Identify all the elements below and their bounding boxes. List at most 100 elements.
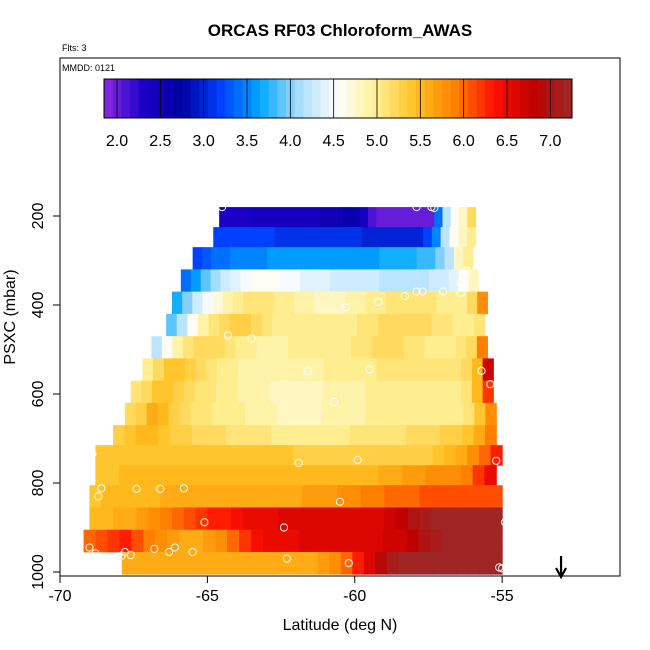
- heatmap-cell: [365, 358, 377, 382]
- heatmap-cell: [454, 507, 468, 531]
- arrow-marker: [555, 556, 568, 580]
- heatmap-cell: [375, 551, 388, 575]
- heatmap-cell: [335, 313, 348, 337]
- heatmap-cell: [384, 507, 397, 531]
- sample-point: [456, 288, 465, 298]
- heatmap-cell: [274, 529, 288, 553]
- heatmap-cell: [419, 507, 432, 531]
- heatmap-cell: [257, 247, 268, 270]
- heatmap-cell: [220, 269, 232, 293]
- heatmap-cell: [242, 507, 256, 531]
- heatmap-cell: [416, 247, 427, 270]
- heatmap-cell: [369, 269, 380, 293]
- colorbar-swatch: [138, 79, 148, 118]
- heatmap-cell: [239, 247, 250, 270]
- heatmap-cell: [360, 507, 374, 531]
- heatmap-cell: [285, 247, 296, 270]
- heatmap-cell: [230, 227, 241, 248]
- heatmap-cell: [266, 507, 279, 531]
- heatmap-cell: [430, 529, 443, 553]
- y-tick-label: 600: [30, 381, 47, 408]
- heatmap-cell: [193, 336, 205, 359]
- heatmap-cell: [430, 402, 443, 426]
- sample-point: [462, 266, 471, 275]
- heatmap-cell: [467, 207, 477, 228]
- heatmap-cell: [207, 507, 220, 531]
- heatmap-cell: [365, 402, 377, 426]
- heatmap-cell: [418, 529, 431, 553]
- heatmap-cell: [141, 380, 153, 404]
- heatmap-cell: [142, 465, 155, 486]
- sample-point: [165, 547, 174, 557]
- heatmap-cell: [450, 207, 460, 228]
- heatmap-cell: [331, 465, 344, 486]
- heatmap-cell: [83, 529, 97, 553]
- heatmap-cell: [490, 507, 503, 531]
- heatmap-cell: [450, 358, 462, 382]
- heatmap-cell: [185, 358, 197, 382]
- heatmap-cell: [179, 402, 191, 426]
- heatmap-cell: [372, 425, 385, 446]
- heatmap-cell: [343, 207, 353, 228]
- heatmap-cell: [386, 358, 399, 382]
- heatmap-cell: [466, 336, 478, 359]
- heatmap-cell: [304, 247, 315, 270]
- heatmap-cell: [326, 227, 337, 248]
- colorbar-swatch: [182, 79, 192, 118]
- heatmap-cell: [445, 336, 457, 359]
- heatmap-cell: [101, 507, 114, 531]
- heatmap-cell: [148, 507, 161, 531]
- heatmap-cell: [260, 207, 270, 228]
- heatmap-cell: [407, 247, 418, 270]
- heatmap-cell: [333, 380, 345, 404]
- heatmap-cell: [318, 227, 328, 248]
- heatmap-cell: [215, 529, 228, 553]
- heatmap-cell: [235, 336, 247, 359]
- heatmap-cell: [439, 380, 452, 404]
- heatmap-cell: [293, 425, 306, 446]
- heatmap-cell: [388, 313, 401, 337]
- heatmap-cell: [448, 269, 460, 293]
- heatmap-cell: [248, 425, 261, 446]
- heatmap-cell: [425, 465, 438, 486]
- heatmap-cell: [239, 227, 249, 248]
- colorbar-tick-label: 2.0: [106, 133, 128, 150]
- heatmap-cell: [270, 269, 281, 293]
- heatmap-cell: [383, 425, 396, 446]
- heatmap-cell: [239, 529, 252, 553]
- heatmap-cell: [314, 313, 326, 337]
- heatmap-cell: [148, 485, 161, 508]
- heatmap-cell: [344, 358, 356, 382]
- heatmap-cell: [214, 551, 227, 575]
- heatmap-cell: [203, 529, 216, 553]
- heatmap-cell: [156, 551, 169, 575]
- heatmap-cell: [291, 358, 303, 382]
- heatmap-cell: [235, 207, 245, 228]
- heatmap-cell: [266, 336, 278, 359]
- heatmap-cell: [316, 445, 329, 466]
- heatmap-cell: [388, 247, 399, 270]
- heatmap-cell: [254, 507, 267, 531]
- heatmap-cell: [203, 425, 216, 446]
- heatmap-cell: [146, 402, 159, 426]
- sample-point: [126, 551, 135, 560]
- sample-point: [430, 203, 439, 213]
- heatmap-cell: [254, 485, 267, 508]
- heatmap-cell: [212, 291, 224, 315]
- heatmap-cell: [135, 425, 148, 446]
- heatmap-cell: [286, 529, 300, 553]
- colorbar-swatch: [537, 79, 547, 118]
- heatmap-cell: [201, 247, 212, 270]
- heatmap-cell: [432, 551, 446, 575]
- x-tick-label: -55: [491, 588, 514, 605]
- heatmap-cell: [256, 336, 268, 359]
- sample-point: [374, 297, 383, 306]
- heatmap-cell: [299, 402, 312, 426]
- sample-point: [294, 458, 303, 468]
- heatmap-cell: [416, 291, 427, 315]
- heatmap-cell: [250, 269, 261, 293]
- colorbar-swatch: [390, 79, 400, 118]
- heatmap-cell: [101, 485, 114, 508]
- colorbar-tick-label: 5.0: [366, 133, 388, 150]
- heatmap-cell: [118, 465, 132, 486]
